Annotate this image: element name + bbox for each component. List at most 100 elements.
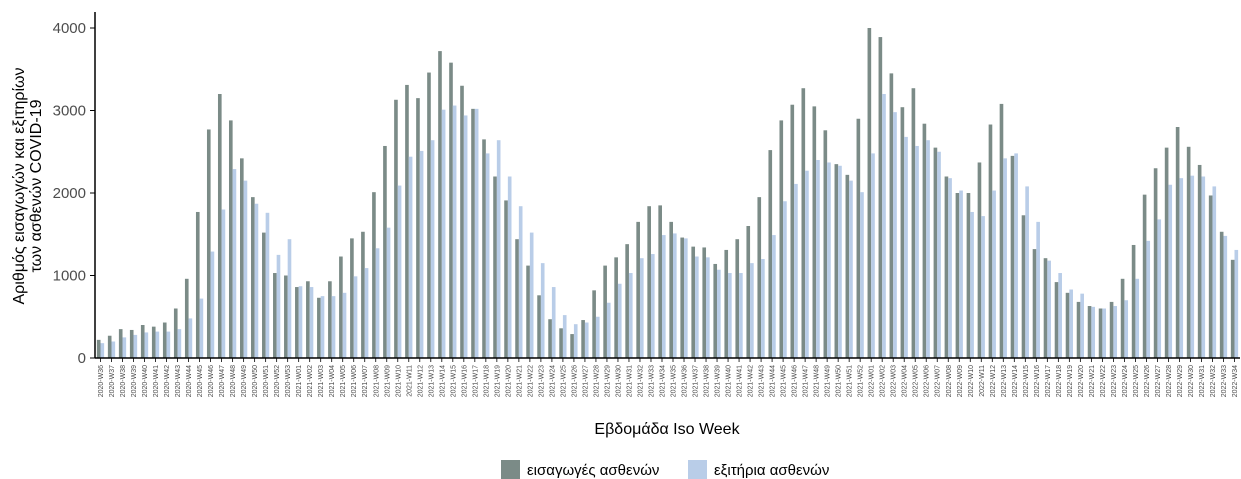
bar-admissions <box>460 85 464 358</box>
bar-admissions <box>129 329 134 358</box>
bar-discharges <box>463 115 468 358</box>
bar-admissions <box>1197 164 1202 358</box>
bar-admissions <box>173 308 178 358</box>
x-tick-label: 2021-W09 <box>384 365 391 397</box>
bar-discharges <box>794 183 798 358</box>
bar-discharges <box>981 216 985 358</box>
bar-discharges <box>805 170 809 358</box>
x-tick-label: 2022-W11 <box>979 365 986 397</box>
y-axis-title-line2: των ασθενών COVID-19 <box>28 99 45 272</box>
bar-admissions <box>295 287 299 358</box>
bar-discharges <box>772 235 776 358</box>
x-tick-label: 2021-W52 <box>858 365 865 397</box>
bar-discharges <box>540 263 545 359</box>
bar-admissions <box>96 339 101 358</box>
bar-admissions <box>801 88 806 358</box>
x-tick-label: 2022-W05 <box>913 365 920 397</box>
bar-admissions <box>262 232 266 358</box>
bar-admissions <box>162 322 167 358</box>
x-tick-label: 2020-W43 <box>175 365 182 397</box>
x-tick-label: 2022-W27 <box>1155 365 1162 397</box>
x-tick-label: 2021-W51 <box>847 365 854 397</box>
bar-discharges <box>210 251 215 358</box>
bar-discharges <box>970 211 974 358</box>
bar-discharges <box>673 233 677 359</box>
bar-discharges <box>320 296 325 359</box>
bar-discharges <box>1212 186 1217 358</box>
bar-discharges <box>750 263 754 359</box>
x-tick-label: 2022-W15 <box>1023 365 1030 397</box>
x-tick-label: 2022-W10 <box>968 365 975 397</box>
bar-admissions <box>570 334 574 358</box>
bar-discharges <box>188 318 193 358</box>
x-tick-label: 2020-W42 <box>164 365 171 397</box>
bar-discharges <box>904 136 908 358</box>
bar-discharges <box>1080 293 1084 358</box>
bar-admissions <box>779 120 784 359</box>
bar-admissions <box>1153 168 1158 358</box>
bar-discharges <box>518 206 523 358</box>
legend: εισαγωγές ασθενών εξιτήρια ασθενών <box>501 460 829 479</box>
legend-label-discharges: εξιτήρια ασθενών <box>714 462 829 479</box>
bar-discharges <box>1190 175 1195 358</box>
bar-admissions <box>195 211 200 358</box>
bar-admissions <box>1054 282 1059 358</box>
bar-admissions <box>151 326 156 358</box>
x-tick-label: 2022-W25 <box>1133 365 1140 397</box>
bar-admissions <box>1186 146 1191 358</box>
bar-discharges <box>254 203 259 358</box>
x-tick-label: 2022-W18 <box>1056 365 1063 397</box>
x-tick-label: 2021-W10 <box>395 365 402 397</box>
y-tick-label: 0 <box>78 350 86 367</box>
bar-discharges <box>992 190 996 358</box>
bar-discharges <box>1234 249 1239 359</box>
bar-discharges <box>573 324 578 359</box>
x-tick-label: 2021-W13 <box>428 365 435 397</box>
y-tick-label: 2000 <box>53 185 86 202</box>
bar-discharges <box>474 108 479 358</box>
x-tick-label: 2020-W47 <box>219 365 226 397</box>
x-tick-label: 2020-W50 <box>252 365 259 397</box>
bar-discharges <box>397 185 402 358</box>
x-tick-label: 2020-W49 <box>241 365 248 397</box>
bar-admissions <box>724 249 729 359</box>
bar-discharges <box>1025 186 1029 358</box>
bar-discharges <box>948 178 952 358</box>
x-tick-label: 2021-W41 <box>737 365 744 397</box>
bar-admissions <box>251 197 255 359</box>
x-tick-label: 2021-W27 <box>582 365 589 397</box>
x-tick-label: 2020-W51 <box>263 365 270 397</box>
bar-discharges <box>606 302 611 359</box>
bar-admissions <box>1076 301 1081 358</box>
x-tick-label: 2021-W29 <box>604 365 611 397</box>
bar-discharges <box>1124 300 1129 358</box>
bar-admissions <box>922 123 927 358</box>
bar-admissions <box>1131 244 1136 358</box>
bar-admissions <box>1043 258 1048 359</box>
bar-discharges <box>926 140 930 358</box>
x-tick-label: 2021-W32 <box>637 365 644 397</box>
bar-admissions <box>1175 127 1180 358</box>
bar-admissions <box>702 247 707 358</box>
bar-admissions <box>449 62 453 359</box>
bar-discharges <box>507 176 512 358</box>
bar-admissions <box>184 278 189 358</box>
bar-discharges <box>199 298 204 358</box>
bar-admissions <box>438 51 442 358</box>
x-tick-label: 2022-W20 <box>1078 365 1085 397</box>
bar-discharges <box>430 140 435 358</box>
bar-discharges <box>783 201 787 358</box>
x-tick-label: 2022-W30 <box>1188 365 1195 397</box>
x-tick-label: 2022-W33 <box>1221 365 1228 397</box>
bar-discharges <box>1223 235 1228 358</box>
bar-admissions <box>988 124 993 359</box>
bar-admissions <box>856 118 861 358</box>
bar-discharges <box>485 153 490 358</box>
bar-discharges <box>452 105 457 358</box>
bar-admissions <box>647 206 651 358</box>
bar-discharges <box>860 192 864 358</box>
bar-discharges <box>695 256 699 358</box>
x-tick-label: 2021-W42 <box>748 365 755 397</box>
x-tick-label: 2021-W37 <box>693 365 700 397</box>
